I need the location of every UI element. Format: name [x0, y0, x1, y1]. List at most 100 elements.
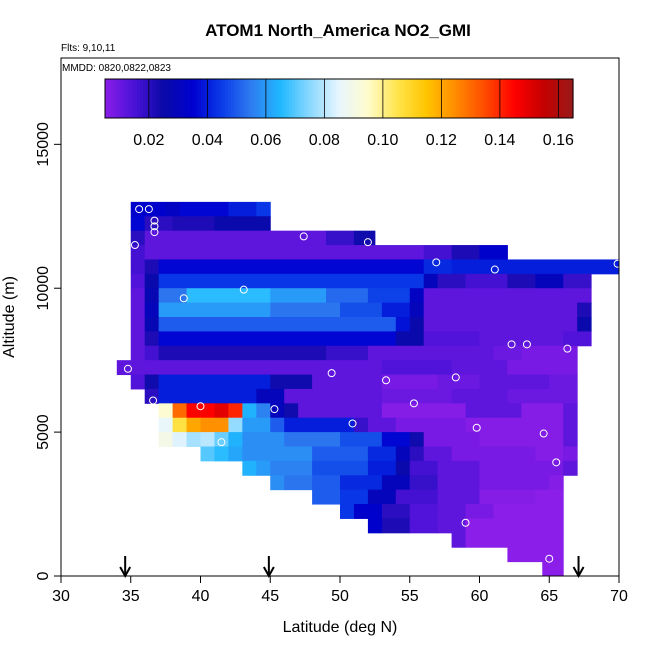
heatmap-cell — [423, 432, 480, 447]
colorbar-segment — [110, 79, 115, 118]
colorbar-segment — [107, 79, 112, 118]
heatmap-cell — [144, 331, 160, 347]
heatmap-cell — [367, 460, 397, 476]
heatmap-cell — [423, 245, 453, 260]
heatmap-cell — [437, 460, 480, 476]
colorbar-segment — [567, 79, 571, 118]
colorbar-segment — [248, 79, 252, 118]
heatmap-cell — [409, 288, 425, 304]
heatmap-cell — [228, 403, 243, 419]
colorbar-tick-label: 0.14 — [484, 132, 515, 149]
heatmap-cell — [284, 432, 341, 447]
heatmap-cell — [563, 417, 578, 433]
heatmap-cell — [130, 317, 146, 332]
colorbar-segment — [377, 79, 381, 118]
colorbar-segment — [374, 79, 378, 118]
heatmap-cell — [465, 417, 564, 433]
heatmap-cell — [479, 432, 564, 447]
colorbar-segment — [201, 79, 206, 118]
colorbar-segment — [262, 79, 267, 118]
colorbar-segment — [447, 79, 451, 118]
colorbar-segment — [441, 79, 445, 118]
heatmap-cell — [563, 273, 592, 289]
heatmap-cell — [353, 417, 369, 433]
sample-point — [490, 265, 499, 274]
x-axis: 30 35 40 45 50 55 60 65 70 — [52, 576, 628, 605]
x-tick-label: 35 — [122, 588, 140, 605]
heatmap-cell — [158, 388, 257, 404]
colorbar-segment — [134, 79, 138, 118]
colorbar-segment — [417, 79, 422, 118]
colorbar-segment — [412, 79, 416, 118]
heatmap-cell — [437, 273, 467, 289]
colorbar-segment — [537, 79, 542, 118]
heatmap-cell — [437, 374, 480, 390]
colorbar-segment — [467, 79, 472, 118]
heatmap-cell — [130, 331, 146, 347]
heatmap-cell — [228, 417, 243, 433]
sample-point — [150, 222, 159, 231]
colorbar-segment — [359, 79, 363, 118]
colorbar-segment — [388, 79, 393, 118]
sample-point — [239, 285, 248, 294]
heatmap-cell — [381, 518, 411, 534]
heatmap-cell — [479, 460, 564, 476]
heatmap-cell — [130, 374, 146, 390]
heatmap-cell — [479, 331, 564, 347]
leg-arrow — [262, 556, 275, 579]
heatmap-cell — [353, 230, 376, 246]
heatmap-cell — [298, 403, 383, 419]
x-tick-label: 45 — [261, 588, 279, 605]
heatmap-cell — [158, 345, 327, 361]
colorbar-segment — [488, 79, 492, 118]
heatmap-cell — [563, 446, 578, 462]
colorbar-segment — [347, 79, 352, 118]
colorbar-segment — [204, 79, 208, 118]
x-tick-label: 60 — [471, 588, 489, 605]
heatmap-cell — [256, 388, 285, 404]
heatmap-cell — [144, 374, 160, 390]
sample-point — [179, 294, 188, 303]
colorbar-segment — [242, 79, 246, 118]
colorbar-segment — [300, 79, 305, 118]
x-tick-label: 50 — [331, 588, 349, 605]
heatmap-cell — [284, 403, 299, 419]
colorbar-segment — [251, 79, 255, 118]
heatmap-cell — [381, 302, 411, 318]
colorbar-segment — [502, 79, 507, 118]
colorbar-segment — [382, 79, 387, 118]
colorbar-segment — [344, 79, 349, 118]
x-tick-label: 40 — [192, 588, 210, 605]
heatmap-cell — [437, 518, 467, 534]
colorbar-segment — [555, 79, 559, 118]
sample-point — [150, 228, 159, 237]
colorbar-segment — [426, 79, 431, 118]
heatmap-cell — [451, 532, 467, 548]
colorbar-segment — [438, 79, 442, 118]
colorbar-segment — [476, 79, 480, 118]
heatmap-cell — [521, 345, 578, 361]
colorbar-segment — [151, 79, 156, 118]
heatmap-cell — [130, 345, 146, 361]
heatmap-cell — [158, 403, 174, 419]
heatmap-cell — [228, 201, 257, 217]
colorbar-segment — [558, 79, 562, 118]
heatmap-cell — [535, 446, 564, 462]
colorbar-segment — [494, 79, 498, 118]
heatmap-cell — [130, 273, 146, 289]
colorbar-segment — [224, 79, 229, 118]
heatmap-cell — [409, 518, 439, 534]
y-tick-label: 0 — [35, 571, 52, 580]
heatmap-cell — [395, 489, 439, 505]
heatmap-cell — [200, 417, 229, 433]
heatmap-cell — [172, 216, 215, 232]
heatmap-cell — [381, 504, 411, 519]
heatmap-cell — [214, 216, 271, 232]
heatmap-cell — [423, 273, 439, 289]
heatmap-cell — [423, 259, 453, 275]
colorbar-segment — [385, 79, 390, 118]
heatmap-cell — [395, 331, 425, 347]
y-axis-label: Altitude (m) — [1, 276, 18, 358]
colorbar-segment — [461, 79, 466, 118]
heatmap-cell — [479, 489, 536, 505]
